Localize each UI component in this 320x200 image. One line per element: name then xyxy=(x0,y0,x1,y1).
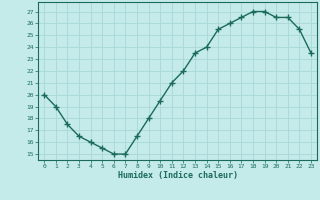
X-axis label: Humidex (Indice chaleur): Humidex (Indice chaleur) xyxy=(118,171,238,180)
